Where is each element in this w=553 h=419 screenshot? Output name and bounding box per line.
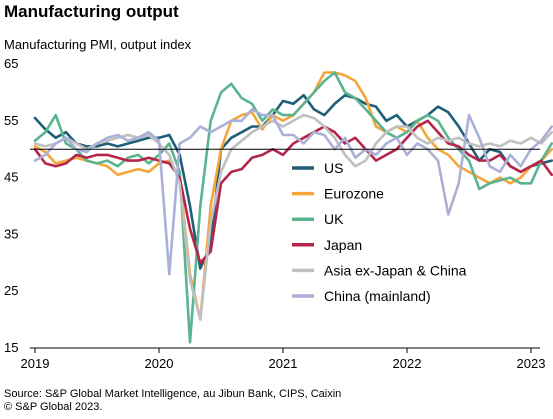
chart-title: Manufacturing output xyxy=(4,2,179,21)
y-tick-label: 55 xyxy=(4,113,18,128)
y-tick-label: 15 xyxy=(4,340,18,355)
source-line: Source: S&P Global Market Intelligence, … xyxy=(4,388,342,400)
x-tick-label: 2020 xyxy=(145,356,174,371)
x-tick-label: 2021 xyxy=(269,356,298,371)
series-line xyxy=(33,119,553,265)
y-tick-label: 35 xyxy=(4,226,18,241)
y-tick-label: 65 xyxy=(4,56,18,71)
legend-label: UK xyxy=(324,211,344,227)
legend-label: China (mainland) xyxy=(324,288,431,304)
x-tick-label: 2023 xyxy=(517,356,546,371)
source-note: Source: S&P Global Market Intelligence, … xyxy=(4,388,341,414)
series-line xyxy=(33,71,553,344)
legend-label: US xyxy=(324,160,343,176)
x-tick-label: 2019 xyxy=(21,356,50,371)
x-tick-label: 2022 xyxy=(393,356,422,371)
legend-label: Asia ex-Japan & China xyxy=(324,262,467,278)
series-line xyxy=(33,108,553,276)
axis-subtitle: Manufacturing PMI, output index xyxy=(4,37,192,52)
copyright-line: © S&P Global 2023. xyxy=(4,401,103,413)
y-tick-label: 45 xyxy=(4,170,18,185)
series-line xyxy=(33,71,553,321)
y-tick-label: 25 xyxy=(4,283,18,298)
legend-label: Japan xyxy=(324,237,362,253)
legend-label: Eurozone xyxy=(324,186,384,202)
